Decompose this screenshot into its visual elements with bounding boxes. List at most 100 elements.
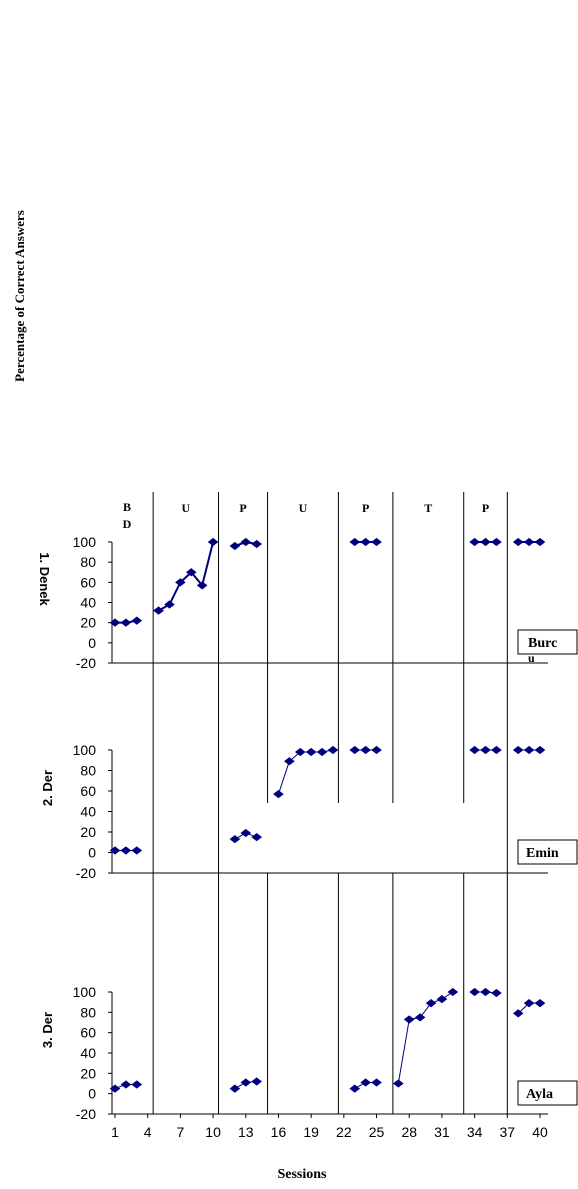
phase-label: B [123,500,131,514]
data-point [349,1084,361,1093]
data-point [327,745,339,755]
data-point [164,600,175,609]
data-point [240,1078,252,1087]
data-point [491,988,502,998]
data-point [131,616,143,625]
x-tick-label: 4 [144,1124,152,1140]
data-point [469,987,480,997]
x-tick-label: 7 [176,1124,184,1140]
data-point [403,1015,415,1024]
y-tick-label: 100 [73,984,97,1000]
data-point [393,1079,404,1088]
series-line [158,541,215,612]
y-tick-label: 40 [80,804,96,820]
data-point [480,745,491,755]
y-tick-label: 0 [88,1086,96,1102]
data-point [491,537,502,547]
data-point [240,537,252,547]
series-line [277,749,334,795]
y-tick-label: 20 [80,1065,96,1081]
data-point [120,846,132,855]
subject-name-box [517,1080,578,1106]
data-point [131,846,143,855]
phase-label: T [424,501,432,515]
data-point [512,1009,524,1018]
phase-label: P [239,501,246,515]
data-point [534,537,546,547]
y-tick-label: 40 [80,595,96,611]
data-point [360,1078,371,1087]
x-tick-label: 28 [401,1124,417,1140]
data-point [316,747,328,757]
data-point [229,541,241,551]
data-point [491,745,502,755]
x-tick-label: 22 [336,1124,352,1140]
y-tick-label: 80 [80,763,96,779]
data-point [109,846,121,855]
data-point [360,537,371,547]
data-point [175,578,186,587]
phase-label: D [123,517,132,531]
y-tick-label: 20 [80,824,96,840]
y-tick-label: -20 [76,655,96,671]
y-tick-label: 100 [73,742,97,758]
data-point [284,757,295,766]
data-point [109,1084,121,1093]
data-point [360,745,371,755]
data-point [229,1084,241,1093]
y-tick-label: 40 [80,1045,96,1061]
phase-label: U [299,501,308,515]
panel-subject-label: 2. Der [40,770,55,806]
y-tick-label: 60 [80,574,96,590]
x-tick-label: 13 [238,1124,254,1140]
y-tick-label: 100 [73,534,97,550]
data-point [371,537,382,547]
subject-name-label: Ayla [526,1087,553,1102]
y-axis-title: Percentage of Correct Answers [12,210,27,382]
data-point [371,1078,382,1087]
data-point [534,745,546,755]
phase-label: P [482,501,489,515]
x-tick-label: 37 [500,1124,516,1140]
x-tick-label: 19 [303,1124,319,1140]
data-point [120,618,132,627]
data-point [349,537,361,547]
subject-name-label: u [528,651,535,665]
y-tick-label: 20 [80,615,96,631]
data-point [425,999,437,1008]
data-point [436,994,448,1004]
x-tick-label: 31 [434,1124,450,1140]
y-tick-label: 0 [88,845,96,861]
data-point [294,747,306,757]
data-point [251,1077,262,1086]
data-point [371,745,382,755]
data-point [196,581,208,590]
data-point [480,537,491,547]
data-point [512,537,524,547]
x-tick-label: 10 [205,1124,221,1140]
data-point [251,539,262,549]
data-point [207,537,219,547]
data-point [469,745,480,755]
x-tick-label: 1 [111,1124,119,1140]
data-point [305,747,317,757]
y-tick-label: 80 [80,1004,96,1020]
subject-name-label: Emin [526,846,559,861]
phase-label: P [362,501,369,515]
series-line [397,991,454,1084]
y-tick-label: 0 [88,635,96,651]
data-point [523,999,535,1008]
phase-label: U [181,501,190,515]
x-axis-title: Sessions [277,1167,327,1182]
data-point [523,745,535,755]
data-point [523,537,535,547]
subject-name-label: Burc [528,636,557,651]
x-tick-label: 16 [271,1124,287,1140]
data-point [349,745,361,755]
data-point [185,568,197,577]
subject-name-box [517,839,578,865]
x-tick-label: 40 [532,1124,548,1140]
data-point [534,999,546,1008]
